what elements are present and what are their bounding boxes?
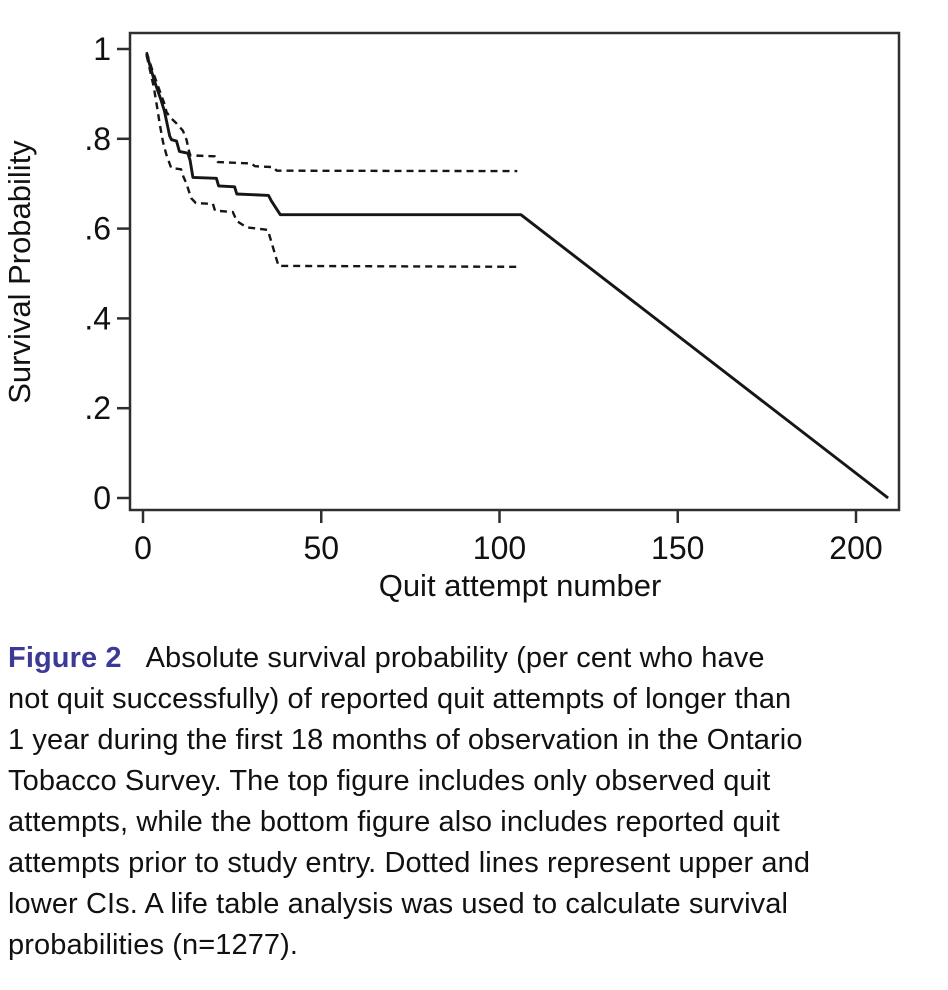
x-tick-label: 200 bbox=[829, 530, 882, 566]
caption-line: lower CIs. A life table analysis was use… bbox=[8, 888, 788, 920]
x-tick-label: 0 bbox=[134, 530, 152, 566]
x-tick-label: 50 bbox=[303, 530, 339, 566]
y-tick-label: .8 bbox=[84, 121, 111, 157]
figure-2: Survival Probability Quit attempt number… bbox=[0, 31, 948, 966]
caption-line: attempts, while the bottom figure also i… bbox=[8, 806, 780, 838]
caption-line: probabilities (n=1277). bbox=[8, 929, 299, 961]
caption-line: attempts prior to study entry. Dotted li… bbox=[8, 847, 811, 879]
y-tick-label: 1 bbox=[93, 31, 111, 67]
y-tick-label: 0 bbox=[93, 480, 111, 516]
survival-chart: Survival Probability Quit attempt number… bbox=[2, 31, 901, 603]
y-axis-title: Survival Probability bbox=[2, 140, 37, 404]
series-survival-estimate bbox=[145, 53, 889, 500]
y-tick-label: .4 bbox=[84, 300, 111, 336]
x-axis-title: Quit attempt number bbox=[379, 568, 662, 603]
x-tick-label: 150 bbox=[651, 530, 704, 566]
survival-chart-panel: Survival Probability Quit attempt number… bbox=[2, 31, 901, 603]
series-lower-confidence-interval bbox=[145, 55, 518, 268]
caption-line: Figure 2 Absolute survival probability (p… bbox=[8, 638, 940, 679]
series-upper-confidence-interval bbox=[145, 51, 518, 173]
x-tick-label: 100 bbox=[473, 530, 526, 566]
caption-figure-label: Figure 2 bbox=[8, 642, 122, 674]
plot-border bbox=[128, 31, 901, 512]
y-tick-label: .6 bbox=[84, 211, 111, 247]
caption-line: 1 year during the first 18 months of obs… bbox=[8, 724, 803, 756]
caption-line: not quit successfully) of reported quit … bbox=[8, 683, 792, 715]
caption-line: Tobacco Survey. The top figure includes … bbox=[8, 765, 771, 797]
caption-text: Absolute survival probability (per cent … bbox=[145, 642, 765, 674]
y-tick-label: .2 bbox=[84, 390, 111, 426]
figure-caption: Figure 2 Absolute survival probability (p… bbox=[0, 638, 948, 966]
